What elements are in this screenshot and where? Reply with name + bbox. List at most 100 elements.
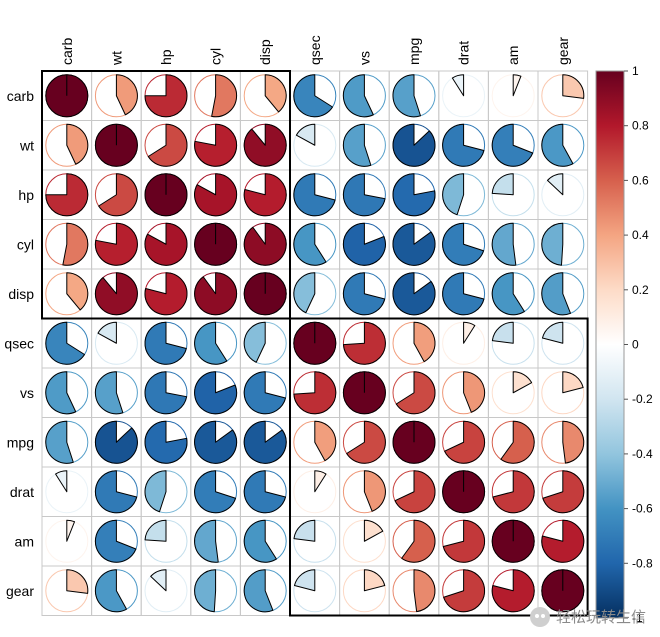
pie-cell-gear-qsec (293, 569, 337, 613)
pie-wedge (211, 74, 238, 118)
pie-cell-hp-gear (541, 173, 585, 217)
pie-wedge (45, 173, 89, 217)
col-label-gear: gear (555, 37, 571, 65)
pie-cell-am-mpg (392, 519, 436, 563)
pie-wedge (94, 470, 138, 514)
pie-cell-am-drat (442, 519, 486, 563)
pie-cell-wt-drat (442, 123, 486, 167)
pie-wedge (342, 321, 386, 365)
pie-wedge (363, 519, 384, 542)
pie-wedge (66, 519, 76, 542)
pie-cell-disp-wt (94, 272, 138, 316)
pie-wedge (491, 569, 535, 613)
pie-cell-drat-hp (144, 470, 188, 514)
pie-cell-cyl-cyl (194, 222, 238, 266)
pie-wedge (98, 173, 138, 217)
colorbar-tick-label: 0.2 (632, 283, 649, 297)
pie-cell-drat-cyl (194, 470, 238, 514)
pie-cell-am-vs (342, 519, 386, 563)
pie-cell-disp-disp (243, 272, 287, 316)
colorbar-tick-label: -1 (632, 611, 643, 625)
pie-cell-mpg-carb (45, 420, 89, 464)
pie-wedge (491, 222, 517, 266)
pie-cell-qsec-vs (342, 321, 386, 365)
pie-cell-am-disp (243, 519, 287, 563)
pie-cell-disp-gear (541, 272, 585, 316)
pie-cell-mpg-wt (94, 420, 138, 464)
pie-wedge (66, 272, 89, 311)
col-label-qsec: qsec (307, 35, 323, 65)
pie-cell-mpg-mpg (392, 420, 436, 464)
pie-wedge (194, 173, 238, 217)
pie-cell-vs-qsec (293, 371, 337, 415)
pie-wedge (541, 519, 585, 563)
pie-wedge (363, 470, 386, 512)
col-label-am: am (505, 46, 521, 65)
pie-wedge (443, 569, 486, 613)
pie-wedge (243, 321, 266, 363)
pie-wedge (94, 272, 138, 316)
row-label-am: am (15, 533, 34, 549)
pie-wedge (194, 272, 238, 316)
row-label-disp: disp (8, 286, 34, 302)
pie-wedge (194, 321, 228, 365)
pie-wedge (541, 123, 574, 167)
watermark-text: 轻松玩转生信 (555, 609, 646, 626)
col-label-wt: wt (108, 51, 124, 66)
pie-wedge (442, 222, 485, 266)
pie-wedge (150, 569, 167, 592)
pie-cell-vs-vs (342, 371, 386, 415)
pie-cell-mpg-gear (541, 420, 585, 464)
pie-wedge (144, 371, 188, 415)
cluster-box-1 (41, 70, 291, 320)
pie-cell-vs-disp (243, 371, 287, 415)
pie-cell-am-gear (541, 519, 585, 563)
pie-wedge (342, 222, 386, 266)
pie-wedge (293, 569, 316, 592)
pie-wedge (45, 321, 86, 365)
row-label-vs: vs (20, 385, 34, 401)
pie-cell-mpg-am (491, 420, 535, 464)
pie-cell-wt-disp (243, 123, 287, 167)
pie-cell-vs-hp (144, 371, 188, 415)
pie-cell-drat-mpg (392, 470, 436, 514)
row-label-mpg: mpg (7, 434, 34, 450)
pie-wedge (144, 420, 188, 464)
pie-wedge (45, 371, 77, 415)
pie-cell-hp-vs (342, 173, 386, 217)
pie-cell-qsec-am (491, 321, 535, 365)
pie-cell-cyl-drat (442, 222, 486, 266)
pie-wedge (243, 420, 287, 464)
pie-cell-gear-am (491, 569, 535, 613)
pie-wedge (562, 420, 585, 464)
pie-wedge (243, 569, 274, 613)
pie-cell-hp-qsec (293, 173, 337, 217)
pie-wedge (463, 321, 476, 344)
pie-cell-disp-qsec (293, 272, 337, 316)
pie-cell-qsec-mpg (392, 321, 436, 365)
pie-wedge (97, 321, 117, 344)
pie-wedge (62, 222, 89, 266)
pie-wedge (293, 519, 316, 542)
pie-cell-vs-cyl (194, 371, 238, 415)
pie-cell-qsec-wt (94, 321, 138, 365)
colorbar-tick-label: 0.6 (632, 173, 649, 187)
pie-cell-am-carb (45, 519, 89, 563)
pie-cell-qsec-disp (243, 321, 287, 365)
row-label-gear: gear (6, 583, 34, 599)
pie-wedge (342, 173, 386, 217)
pie-wedge (512, 74, 522, 97)
pie-cell-vs-gear (541, 371, 585, 415)
pie-cell-am-hp (144, 519, 188, 563)
pie-cell-hp-disp (243, 173, 287, 217)
pie-cell-disp-hp (144, 272, 188, 316)
pie-wedge (45, 420, 74, 464)
pie-wedge (264, 74, 287, 113)
pie-wedge (413, 569, 436, 613)
pie-wedge (491, 123, 534, 167)
pie-wedge (491, 272, 525, 316)
pie-wedge (363, 569, 386, 592)
colorbar-tick-label: -0.6 (632, 502, 653, 516)
pie-cell-am-wt (94, 519, 138, 563)
